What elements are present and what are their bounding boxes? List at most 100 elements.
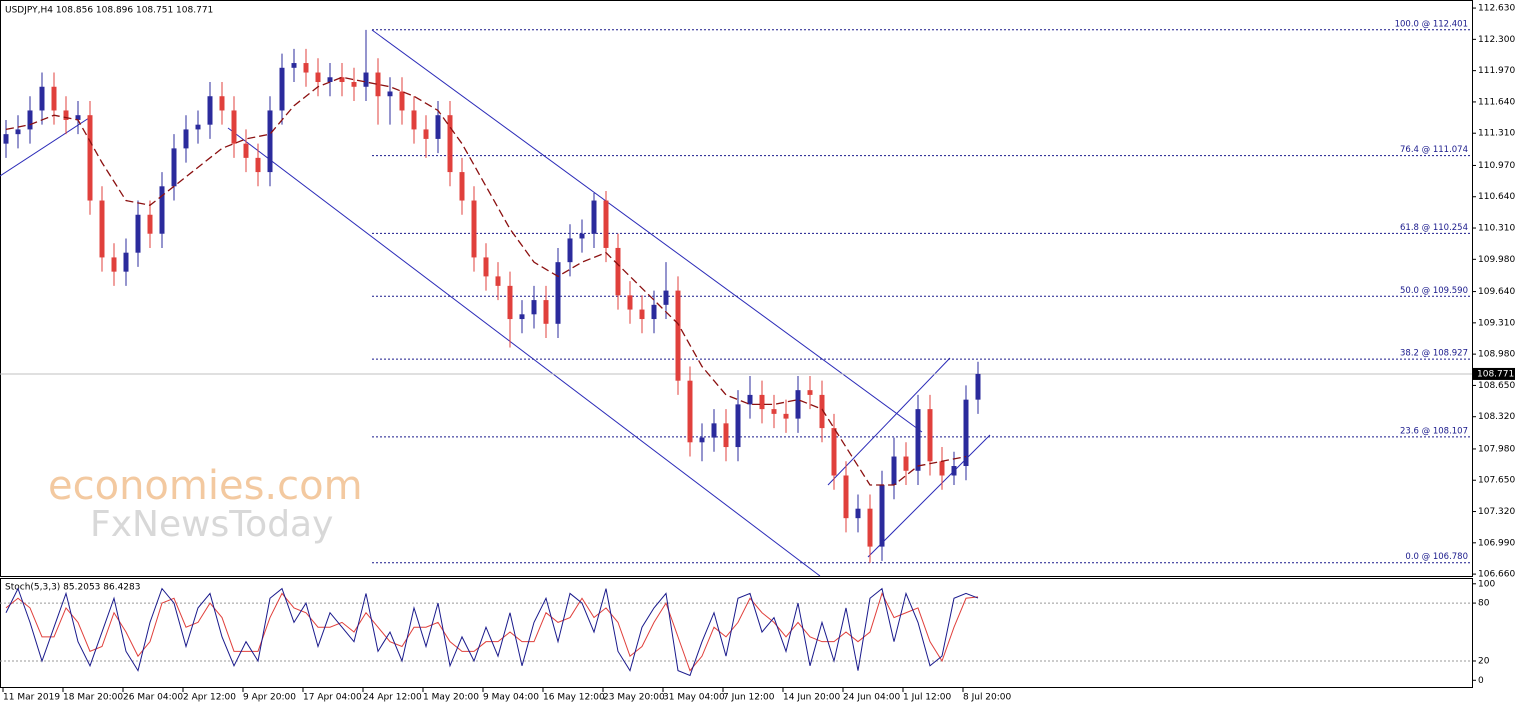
candle-body <box>363 72 369 87</box>
candle-body <box>615 247 621 296</box>
candle-body <box>135 214 141 253</box>
fib-label: 38.2 @ 108.927 <box>1400 349 1468 359</box>
candle-body <box>555 262 561 324</box>
stoch-y-tick-label: 0 <box>1478 676 1484 686</box>
candle-body <box>159 186 165 234</box>
candle-body <box>411 110 417 130</box>
candle-body <box>375 72 381 97</box>
x-tick-label: 24 Apr 12:00 <box>363 693 422 703</box>
candle-body <box>423 129 429 139</box>
x-tick-label: 11 Mar 2019 <box>3 693 60 703</box>
candle-body <box>867 508 873 547</box>
candle-body <box>111 257 117 272</box>
candle-body <box>915 409 921 471</box>
stoch-main <box>5 587 979 677</box>
candle-body <box>399 91 405 111</box>
y-tick-label: 106.990 <box>1478 538 1515 548</box>
candle-body <box>963 399 969 467</box>
candle-body <box>759 394 765 410</box>
y-tick-label: 112.630 <box>1478 4 1515 14</box>
trend-lines <box>0 29 991 577</box>
candle-body <box>75 115 81 120</box>
candle-body <box>495 276 501 286</box>
candle-body <box>339 77 345 83</box>
fib-label: 61.8 @ 110.254 <box>1400 223 1468 233</box>
candle-body <box>279 67 285 111</box>
candle-body <box>519 314 525 320</box>
candle-body <box>591 200 597 234</box>
candle-body <box>723 423 729 448</box>
y-tick-label: 111.310 <box>1478 129 1515 139</box>
current-price-box <box>1473 367 1515 380</box>
candle-body <box>255 157 261 173</box>
trend-line <box>227 127 821 577</box>
x-tick-label: 14 Jun 20:00 <box>783 693 840 703</box>
y-tick-label: 109.310 <box>1478 318 1515 328</box>
candle-body <box>843 475 849 519</box>
fib-label: 76.4 @ 111.074 <box>1400 145 1468 155</box>
candle-body <box>795 390 801 419</box>
candle-body <box>627 295 633 310</box>
candle-body <box>543 300 549 324</box>
candle-body <box>891 456 897 485</box>
y-tick-label: 107.980 <box>1478 444 1515 454</box>
y-tick-label: 110.640 <box>1478 192 1515 202</box>
candle-body <box>39 86 45 111</box>
x-tick-label: 1 May 20:00 <box>423 693 479 703</box>
candle-body <box>435 115 441 139</box>
candle-body <box>351 82 357 87</box>
trend-line <box>867 434 991 558</box>
candle-body <box>711 423 717 438</box>
trend-line <box>371 29 923 433</box>
candle-body <box>735 404 741 448</box>
y-tick-label: 108.320 <box>1478 412 1515 422</box>
x-tick-label: 7 Jun 12:00 <box>723 693 775 703</box>
y-tick-label: 110.970 <box>1478 161 1515 171</box>
candle-body <box>939 461 945 476</box>
candle-body <box>123 252 129 272</box>
candle-body <box>927 409 933 462</box>
candle-body <box>771 409 777 414</box>
fib-label: 50.0 @ 109.590 <box>1400 286 1468 296</box>
candle-body <box>99 200 105 258</box>
candle-body <box>687 380 693 443</box>
y-tick-label: 111.970 <box>1478 66 1515 76</box>
y-tick-label: 106.660 <box>1478 570 1515 580</box>
trend-line <box>827 357 951 486</box>
y-tick-label: 107.650 <box>1478 476 1515 486</box>
candle-body <box>783 413 789 419</box>
candle-body <box>195 124 201 130</box>
x-tick-label: 2 Apr 12:00 <box>183 693 236 703</box>
candle-body <box>663 290 669 305</box>
candle-body <box>303 63 309 73</box>
candle-body <box>243 143 249 158</box>
x-tick-label: 1 Jul 12:00 <box>903 693 952 703</box>
stoch-y-tick-label: 20 <box>1478 656 1490 666</box>
watermark-brand: economies.com <box>48 463 363 509</box>
moving-average <box>5 76 967 486</box>
stoch-y-tick-label: 100 <box>1478 579 1495 589</box>
trend-line <box>0 115 93 177</box>
candle-body <box>471 200 477 258</box>
candle-body <box>147 214 153 234</box>
candle-body <box>27 110 33 130</box>
candle-body <box>531 300 537 315</box>
candle-body <box>975 373 981 400</box>
x-tick-label: 17 Apr 04:00 <box>303 693 362 703</box>
stoch-title: Stoch(5,3,3) 85.2053 86.4283 <box>5 583 140 593</box>
candle-body <box>879 484 885 547</box>
stoch-y-tick-label: 80 <box>1478 599 1490 609</box>
y-tick-label: 109.980 <box>1478 255 1515 265</box>
y-tick-label: 112.300 <box>1478 35 1515 45</box>
candle-body <box>231 110 237 144</box>
candle-body <box>831 428 837 476</box>
chart-title: USDJPY,H4 108.856 108.896 108.751 108.77… <box>5 6 213 16</box>
candle-body <box>567 238 573 263</box>
x-tick-label: 16 May 12:00 <box>543 693 605 703</box>
watermark-sub: FxNewsToday <box>90 504 333 545</box>
y-tick-label: 109.640 <box>1478 287 1515 297</box>
watermark: economies.com FxNewsToday <box>48 463 363 545</box>
candle-body <box>507 285 513 320</box>
